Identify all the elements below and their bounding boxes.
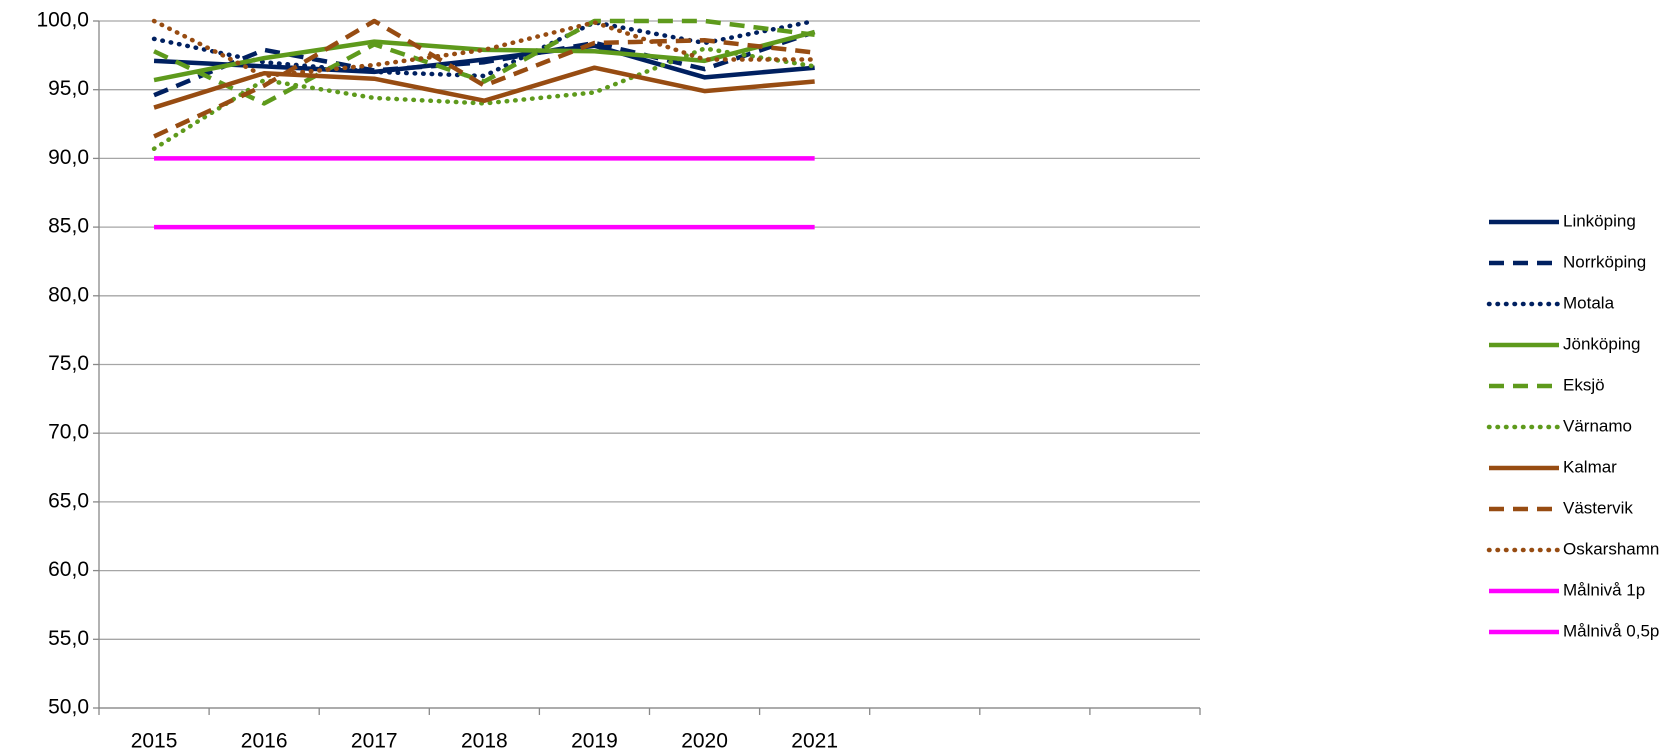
series-line xyxy=(151,46,817,152)
legend-label: Eksjö xyxy=(1563,375,1605,394)
y-tick-label: 95,0 xyxy=(48,77,89,100)
y-tick-label: 85,0 xyxy=(48,215,89,238)
y-tick-label: 80,0 xyxy=(48,283,89,306)
legend-label: Målnivå 0,5p xyxy=(1563,621,1659,640)
x-tick-label: 2017 xyxy=(351,730,398,753)
y-tick-label: 70,0 xyxy=(48,421,89,444)
legend-label: Värnamo xyxy=(1563,416,1632,435)
x-tick-label: 2016 xyxy=(241,730,288,753)
legend-label: Målnivå 1p xyxy=(1563,580,1645,599)
x-tick-label: 2020 xyxy=(681,730,728,753)
series-line xyxy=(151,18,817,79)
series-line xyxy=(153,43,815,80)
y-tick-label: 65,0 xyxy=(48,489,89,512)
y-tick-label: 60,0 xyxy=(48,558,89,581)
legend-label: Linköping xyxy=(1563,211,1636,230)
legend-label: Kalmar xyxy=(1563,457,1617,476)
legend-label: Västervik xyxy=(1563,498,1633,517)
series-line xyxy=(153,18,815,139)
legend-label: Norrköping xyxy=(1563,252,1646,271)
y-tick-label: 55,0 xyxy=(48,627,89,650)
x-tick-label: 2019 xyxy=(571,730,618,753)
series-line xyxy=(153,18,815,106)
y-tick-label: 75,0 xyxy=(48,352,89,375)
legend-label: Motala xyxy=(1563,293,1615,312)
x-tick-label: 2018 xyxy=(461,730,508,753)
y-tick-label: 90,0 xyxy=(48,146,89,169)
series-line xyxy=(153,29,816,83)
x-tick-label: 2015 xyxy=(131,730,178,753)
y-tick-label: 50,0 xyxy=(48,696,89,719)
legend-label: Oskarshamn xyxy=(1563,539,1659,558)
legend-label: Jönköping xyxy=(1563,334,1641,353)
x-tick-label: 2021 xyxy=(791,730,838,753)
series-line xyxy=(153,29,816,98)
series-line xyxy=(153,65,815,110)
y-tick-label: 100,0 xyxy=(36,9,89,32)
